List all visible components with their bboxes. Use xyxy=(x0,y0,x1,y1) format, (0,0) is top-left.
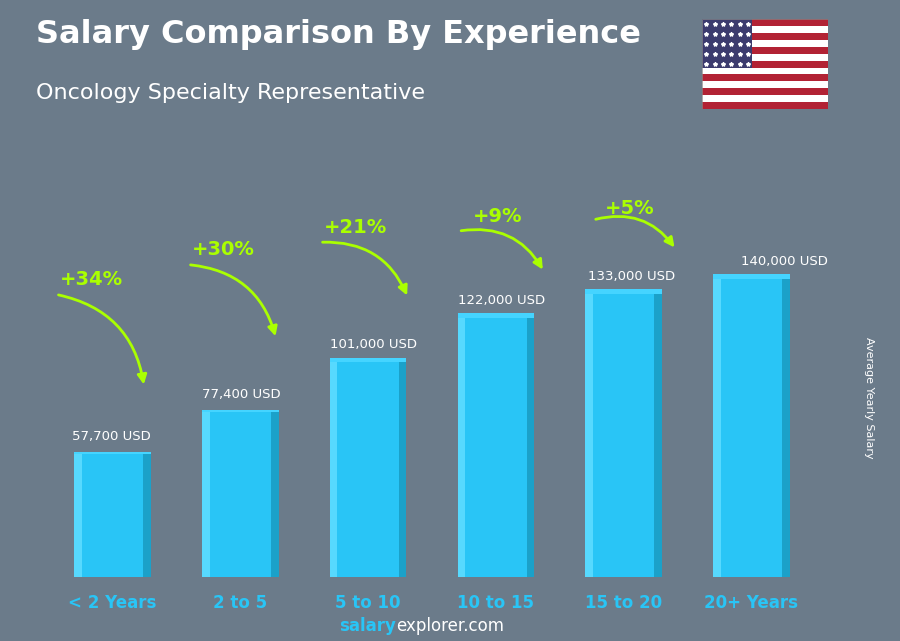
Bar xyxy=(702,19,828,26)
FancyBboxPatch shape xyxy=(457,318,465,577)
Polygon shape xyxy=(75,452,151,454)
FancyBboxPatch shape xyxy=(202,412,210,577)
Text: 101,000 USD: 101,000 USD xyxy=(329,338,417,351)
FancyBboxPatch shape xyxy=(75,454,82,577)
Text: +9%: +9% xyxy=(473,207,523,226)
Text: 15 to 20: 15 to 20 xyxy=(585,594,662,612)
Text: 77,400 USD: 77,400 USD xyxy=(202,388,281,401)
Text: +34%: +34% xyxy=(60,270,123,289)
Polygon shape xyxy=(585,289,662,294)
Polygon shape xyxy=(457,313,535,318)
FancyBboxPatch shape xyxy=(457,318,535,577)
FancyBboxPatch shape xyxy=(713,279,789,577)
Polygon shape xyxy=(329,358,407,362)
FancyBboxPatch shape xyxy=(654,294,662,577)
Bar xyxy=(702,47,828,54)
Text: Salary Comparison By Experience: Salary Comparison By Experience xyxy=(36,19,641,50)
Text: salary: salary xyxy=(339,617,396,635)
Text: 2 to 5: 2 to 5 xyxy=(213,594,267,612)
Bar xyxy=(702,54,828,61)
FancyBboxPatch shape xyxy=(202,412,279,577)
FancyBboxPatch shape xyxy=(329,362,338,577)
Bar xyxy=(702,40,828,47)
Text: 10 to 15: 10 to 15 xyxy=(457,594,535,612)
Text: Oncology Specialty Representative: Oncology Specialty Representative xyxy=(36,83,425,103)
Text: 20+ Years: 20+ Years xyxy=(705,594,798,612)
Bar xyxy=(702,26,828,33)
FancyBboxPatch shape xyxy=(143,454,151,577)
Bar xyxy=(702,74,828,81)
FancyBboxPatch shape xyxy=(271,412,279,577)
Text: +30%: +30% xyxy=(192,240,255,259)
Text: 122,000 USD: 122,000 USD xyxy=(457,294,544,306)
Text: < 2 Years: < 2 Years xyxy=(68,594,157,612)
Text: explorer.com: explorer.com xyxy=(396,617,504,635)
FancyBboxPatch shape xyxy=(399,362,407,577)
FancyBboxPatch shape xyxy=(526,318,535,577)
FancyBboxPatch shape xyxy=(782,279,789,577)
FancyBboxPatch shape xyxy=(713,279,721,577)
Bar xyxy=(702,33,828,40)
Text: 133,000 USD: 133,000 USD xyxy=(588,271,675,283)
Polygon shape xyxy=(202,410,279,412)
Bar xyxy=(702,67,828,74)
Bar xyxy=(702,88,828,95)
Text: 5 to 10: 5 to 10 xyxy=(336,594,400,612)
FancyBboxPatch shape xyxy=(585,294,662,577)
FancyBboxPatch shape xyxy=(585,294,593,577)
Bar xyxy=(702,81,828,88)
Text: 57,700 USD: 57,700 USD xyxy=(72,430,150,443)
Bar xyxy=(702,19,752,67)
Bar xyxy=(702,102,828,109)
Bar xyxy=(702,95,828,102)
Text: 140,000 USD: 140,000 USD xyxy=(741,255,828,269)
Text: +5%: +5% xyxy=(605,199,655,219)
Text: Average Yearly Salary: Average Yearly Salary xyxy=(863,337,874,458)
Text: +21%: +21% xyxy=(324,218,387,237)
FancyBboxPatch shape xyxy=(75,454,151,577)
Polygon shape xyxy=(713,274,789,279)
FancyBboxPatch shape xyxy=(329,362,407,577)
Bar xyxy=(702,61,828,67)
